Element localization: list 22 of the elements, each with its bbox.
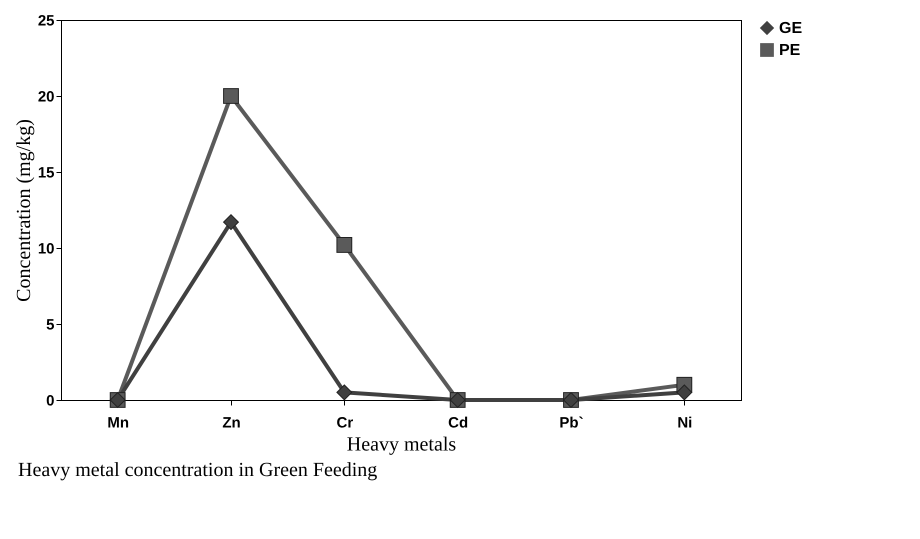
y-tick-label: 25 xyxy=(38,12,54,30)
y-tick-label: 5 xyxy=(46,316,54,334)
legend-label: PE xyxy=(779,42,801,59)
point xyxy=(676,384,692,400)
x-tick-label: Mn xyxy=(107,414,130,432)
x-axis-title: Heavy metals xyxy=(346,434,456,456)
point xyxy=(336,237,352,253)
legend-label: GE xyxy=(779,20,802,37)
text: Heavy metal concentration in Green Feeding xyxy=(18,459,378,482)
y-tick-label: 20 xyxy=(38,88,54,106)
y-tick-label: 15 xyxy=(38,164,54,182)
x-tick-label: Pb` xyxy=(559,414,584,432)
y-tick-label: 0 xyxy=(46,392,54,410)
x-tick-label: Zn xyxy=(222,414,241,432)
x-tick-label: Cr xyxy=(336,414,354,432)
y-axis-title: Concentration (mg/kg) xyxy=(12,119,35,302)
y-tick-label: 10 xyxy=(38,240,54,258)
x-tick-label: Ni xyxy=(677,414,692,432)
point xyxy=(336,384,352,400)
x-tick-label: Cd xyxy=(448,414,468,432)
point xyxy=(223,88,239,104)
point xyxy=(223,214,239,230)
